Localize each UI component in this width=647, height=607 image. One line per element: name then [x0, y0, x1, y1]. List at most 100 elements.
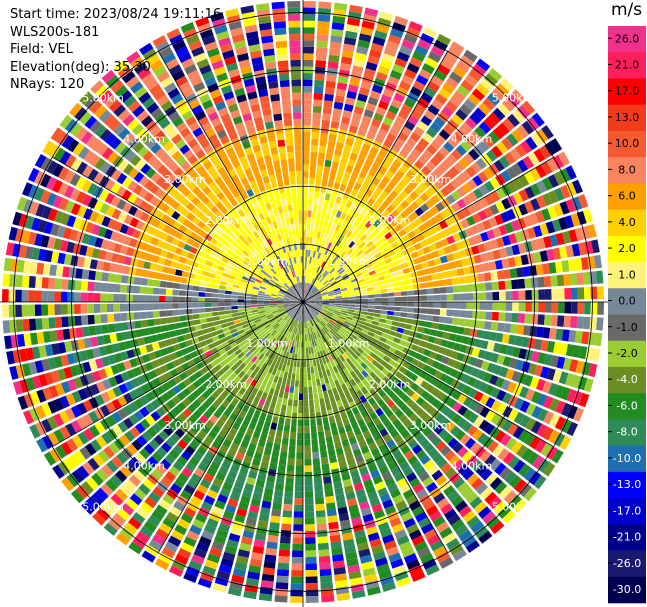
- velocity-cell: [225, 334, 233, 341]
- velocity-cell: [82, 399, 94, 412]
- velocity-cell: [349, 4, 363, 14]
- velocity-cell: [435, 353, 444, 362]
- velocity-cell: [63, 457, 76, 472]
- velocity-cell: [154, 367, 164, 377]
- velocity-cell: [285, 293, 292, 297]
- velocity-cell: [597, 286, 604, 300]
- velocity-cell: [358, 334, 366, 341]
- velocity-cell: [414, 541, 428, 552]
- velocity-cell: [212, 311, 219, 317]
- velocity-cell: [220, 516, 233, 526]
- velocity-cell: [75, 327, 84, 338]
- velocity-cell: [484, 321, 492, 330]
- velocity-cell: [224, 298, 232, 302]
- velocity-cell: [305, 556, 317, 564]
- velocity-cell: [459, 284, 467, 293]
- velocity-cell: [570, 213, 581, 227]
- velocity-cell: [255, 278, 262, 284]
- velocity-cell: [216, 191, 226, 201]
- velocity-cell: [422, 27, 438, 39]
- velocity-cell: [198, 353, 207, 361]
- velocity-cell: [335, 295, 342, 299]
- velocity-cell: [458, 318, 466, 327]
- velocity-cell: [341, 472, 351, 481]
- velocity-cell: [310, 250, 314, 258]
- velocity-cell: [60, 304, 68, 315]
- velocity-cell: [317, 529, 328, 538]
- velocity-cell: [164, 157, 175, 168]
- velocity-cell: [187, 181, 197, 191]
- velocity-cell: [245, 517, 257, 526]
- velocity-cell: [357, 542, 369, 552]
- velocity-cell: [361, 269, 369, 275]
- velocity-cell: [225, 394, 234, 403]
- velocity-cell: [417, 546, 431, 558]
- velocity-cell: [562, 230, 572, 244]
- velocity-cell: [341, 116, 351, 125]
- velocity-cell: [417, 346, 426, 355]
- velocity-cell: [193, 226, 202, 235]
- velocity-cell: [391, 376, 400, 385]
- velocity-cell: [321, 309, 328, 313]
- velocity-cell: [327, 311, 334, 315]
- velocity-cell: [378, 569, 392, 580]
- velocity-cell: [367, 331, 375, 337]
- velocity-cell: [345, 238, 352, 246]
- velocity-cell: [521, 100, 536, 115]
- velocity-cell: [231, 252, 239, 260]
- velocity-cell: [583, 209, 593, 224]
- velocity-cell: [131, 123, 144, 136]
- velocity-cell: [324, 316, 331, 321]
- velocity-cell: [260, 580, 274, 589]
- velocity-cell: [425, 482, 438, 493]
- velocity-cell: [198, 308, 206, 313]
- velocity-cell: [117, 341, 126, 352]
- velocity-cell: [185, 308, 193, 315]
- velocity-cell: [404, 215, 414, 225]
- velocity-cell: [273, 354, 279, 362]
- velocity-cell: [509, 357, 518, 369]
- velocity-cell: [113, 313, 121, 322]
- velocity-cell: [270, 515, 281, 524]
- velocity-cell: [257, 439, 266, 448]
- velocity-cell: [373, 384, 382, 393]
- velocity-cell: [450, 41, 465, 54]
- velocity-cell: [478, 197, 489, 209]
- velocity-cell: [127, 118, 140, 131]
- velocity-cell: [121, 447, 133, 460]
- velocity-cell: [335, 302, 343, 304]
- velocity-cell: [306, 334, 310, 341]
- velocity-cell: [467, 376, 477, 387]
- velocity-cell: [441, 405, 452, 416]
- velocity-cell: [282, 398, 288, 406]
- velocity-cell: [291, 412, 298, 420]
- velocity-cell: [316, 418, 323, 426]
- velocity-cell: [263, 298, 271, 301]
- velocity-cell: [577, 302, 585, 315]
- velocity-cell: [22, 319, 30, 332]
- velocity-cell: [132, 229, 141, 239]
- velocity-cell: [204, 233, 213, 242]
- velocity-cell: [271, 395, 278, 404]
- velocity-cell: [364, 573, 378, 583]
- velocity-cell: [212, 351, 221, 359]
- velocity-cell: [348, 415, 357, 424]
- velocity-cell: [332, 108, 342, 116]
- velocity-cell: [458, 276, 466, 285]
- velocity-cell: [239, 253, 247, 260]
- velocity-cell: [334, 393, 341, 402]
- velocity-cell: [369, 497, 381, 507]
- velocity-cell: [410, 402, 420, 412]
- velocity-cell: [308, 305, 314, 311]
- velocity-cell: [175, 204, 186, 214]
- velocity-cell: [278, 270, 284, 277]
- velocity-cell: [229, 427, 238, 437]
- velocity-cell: [341, 438, 350, 447]
- velocity-cell: [455, 429, 466, 441]
- velocity-cell: [322, 318, 329, 324]
- velocity-cell: [93, 200, 104, 212]
- velocity-cell: [548, 382, 559, 396]
- velocity-cell: [416, 488, 428, 500]
- velocity-cell: [427, 295, 434, 301]
- velocity-cell: [110, 474, 123, 488]
